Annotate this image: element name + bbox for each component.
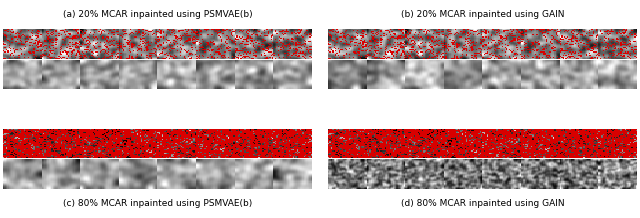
Text: (d) 80% MCAR inpainted using GAIN: (d) 80% MCAR inpainted using GAIN [401, 199, 564, 208]
Text: (a) 20% MCAR inpainted using PSMVAE(b): (a) 20% MCAR inpainted using PSMVAE(b) [63, 10, 252, 19]
Text: (c) 80% MCAR inpainted using PSMVAE(b): (c) 80% MCAR inpainted using PSMVAE(b) [63, 199, 252, 208]
Text: (b) 20% MCAR inpainted using GAIN: (b) 20% MCAR inpainted using GAIN [401, 10, 564, 19]
